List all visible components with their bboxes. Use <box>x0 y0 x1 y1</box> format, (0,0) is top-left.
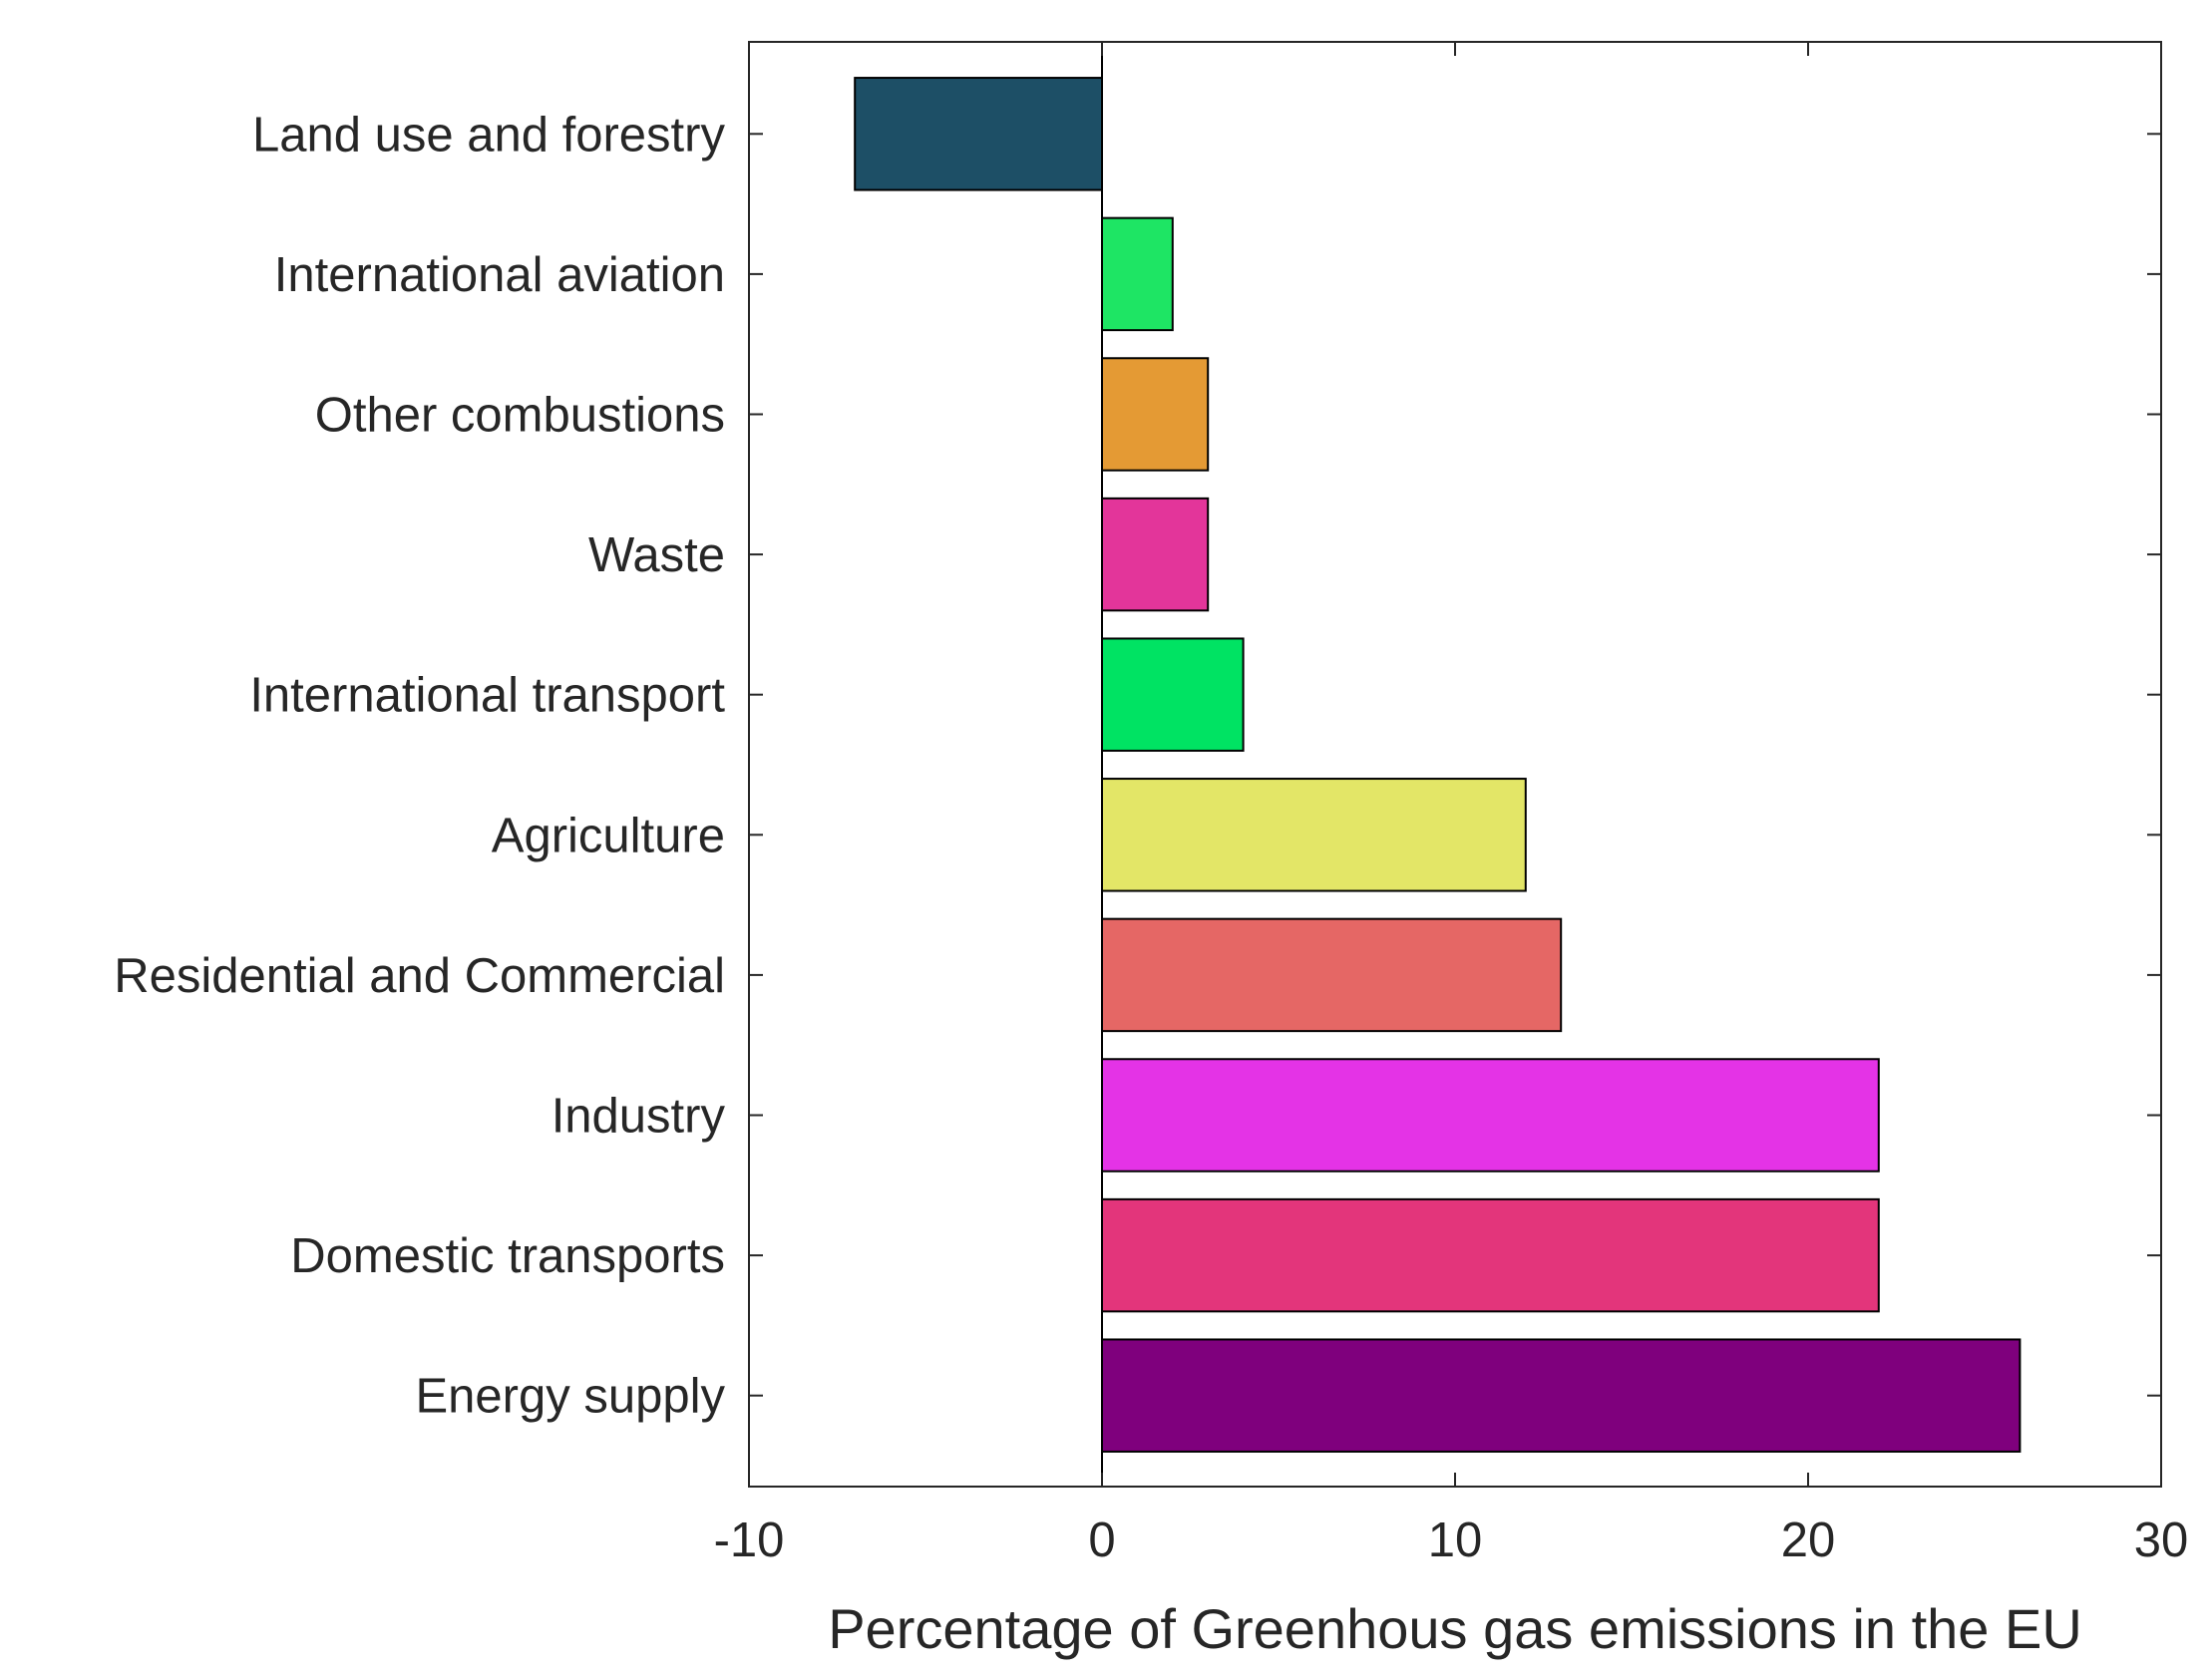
bar-3 <box>1101 357 1210 472</box>
x-tick-label: 20 <box>1781 1513 1836 1567</box>
category-label: Agriculture <box>492 809 725 862</box>
labels-layer: -10 0 10 20 30 Land use and forestry Internati… <box>114 108 2188 1660</box>
bar-5 <box>1101 637 1245 752</box>
bar-4 <box>1101 497 1210 612</box>
bar-10 <box>1101 1338 2022 1453</box>
category-label: Land use and forestry <box>252 108 725 162</box>
bar-7 <box>1101 917 1563 1033</box>
axes-layer <box>748 41 2162 1488</box>
bar-6 <box>1101 778 1527 892</box>
bar-2 <box>1101 216 1174 332</box>
category-label: Industry <box>552 1090 726 1144</box>
bar-1 <box>854 77 1104 191</box>
bars-layer <box>854 77 2022 1453</box>
bar-8 <box>1101 1058 1880 1173</box>
x-tick-label: 30 <box>2134 1513 2189 1567</box>
category-label: International aviation <box>274 248 725 302</box>
bar-9 <box>1101 1197 1880 1313</box>
category-label: Waste <box>588 528 725 582</box>
category-label: Energy supply <box>415 1370 725 1424</box>
x-tick-label: 10 <box>1428 1513 1483 1567</box>
category-label: International transport <box>249 669 725 723</box>
x-tick-label: -10 <box>714 1513 785 1567</box>
x-tick-label: 0 <box>1088 1513 1115 1567</box>
category-label: Residential and Commercial <box>114 949 725 1003</box>
category-label: Other combustions <box>315 389 725 443</box>
category-label: Domestic transports <box>290 1229 725 1283</box>
x-axis-label: Percentage of Greenhous gas emissions in… <box>828 1597 2082 1660</box>
